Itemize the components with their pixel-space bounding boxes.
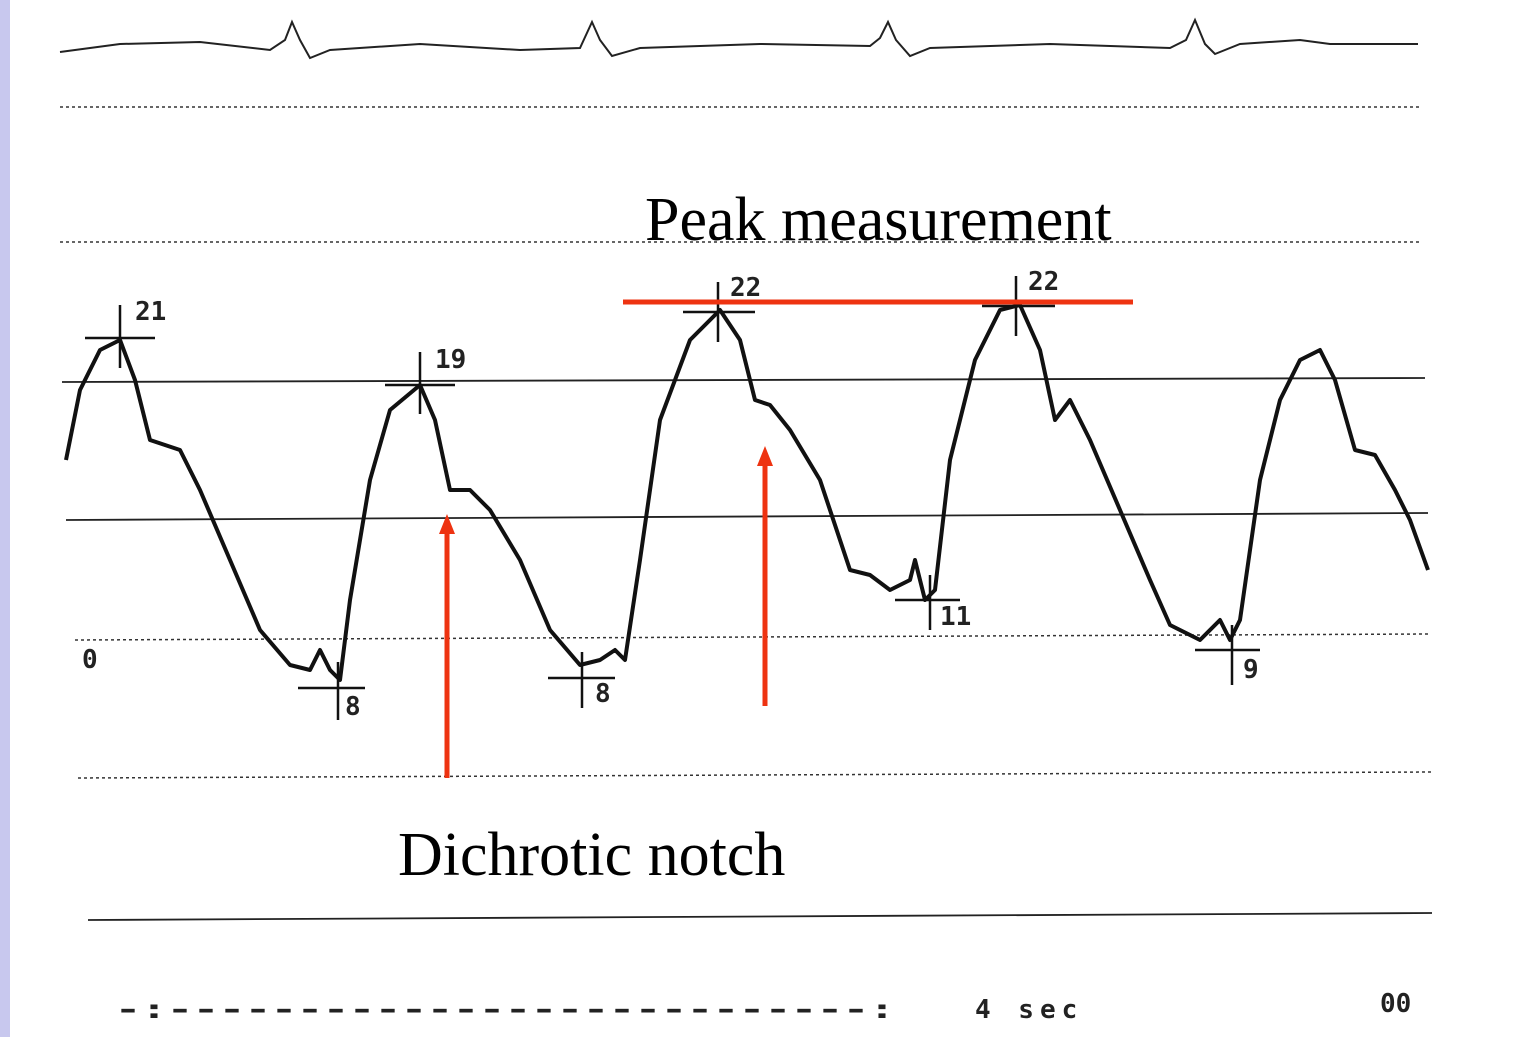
peak-label: 21: [135, 297, 166, 327]
grid-dotted: [77, 771, 1433, 779]
arrow-head: [757, 446, 773, 466]
code: 00: [1380, 989, 1411, 1019]
pressure-waveform: [64, 303, 1430, 682]
ecg-trace: [59, 17, 1418, 60]
grid-solid: [87, 912, 1433, 921]
markers: [85, 276, 1260, 720]
trough-label: 8: [595, 679, 611, 709]
duration: 4 sec: [975, 995, 1083, 1025]
time-scale: -:---------------------------:: [115, 995, 895, 1025]
zero-label: 0: [82, 645, 98, 675]
peak-annotation: Peak measurement: [645, 186, 1112, 254]
peak-label: 19: [435, 345, 466, 375]
trough-label: 11: [940, 602, 971, 632]
trough-label: 9: [1243, 655, 1259, 685]
trough-label: 8: [345, 692, 361, 722]
grid-solid: [61, 377, 1426, 383]
side-strip: [0, 0, 10, 1037]
arrow-head: [439, 514, 455, 534]
peak-label: 22: [730, 273, 761, 303]
grid-solid: [65, 512, 1429, 521]
notch-annotation: Dichrotic notch: [398, 821, 785, 889]
peak-label: 22: [1028, 267, 1059, 297]
